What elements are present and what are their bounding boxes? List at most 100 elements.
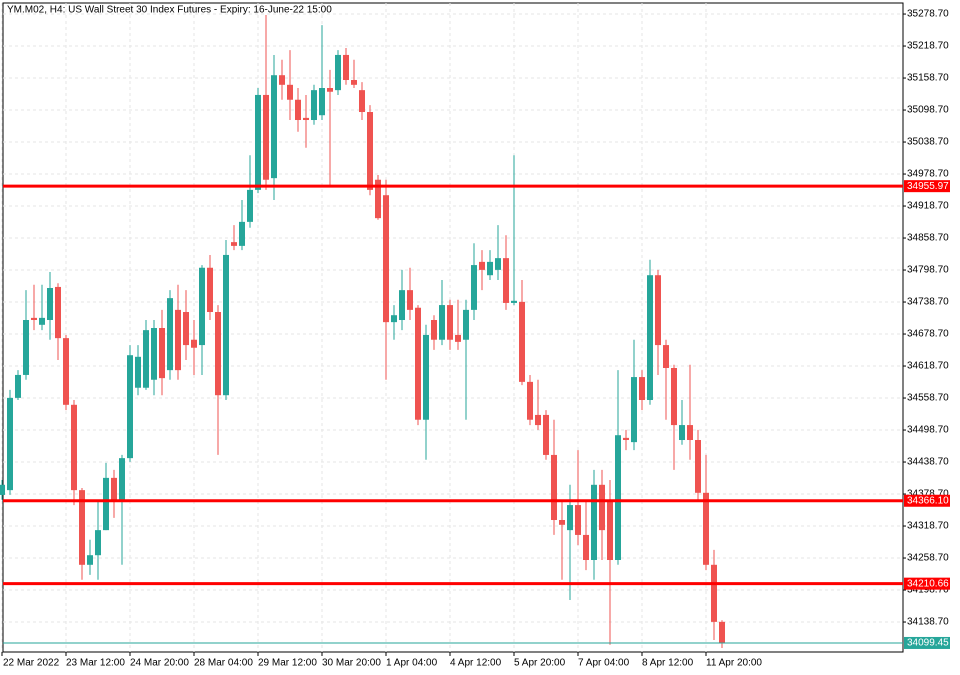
candle-body: [55, 286, 61, 339]
last-price-box: [904, 636, 950, 649]
candle-body: [655, 275, 661, 346]
candle-body: [143, 330, 149, 388]
y-tick-label: 34318.70: [907, 521, 949, 532]
y-tick-label: 34858.70: [907, 233, 949, 244]
x-tick-label: 22 Mar 2022: [3, 658, 60, 669]
candle-body: [647, 275, 653, 401]
candle-body: [415, 307, 421, 420]
candle-body: [335, 54, 341, 91]
candle-body: [15, 374, 21, 398]
candle-body: [159, 328, 165, 379]
candle-body: [687, 425, 693, 441]
candle-body: [495, 258, 501, 270]
candle-body: [383, 195, 389, 323]
candle-body: [623, 437, 629, 441]
candle-body: [303, 117, 309, 121]
candle-body: [599, 484, 605, 531]
candle-body: [663, 345, 669, 369]
candle-body: [543, 414, 549, 455]
y-tick-label: 34498.70: [907, 425, 949, 436]
candle-body: [671, 368, 677, 426]
candle-body: [535, 414, 541, 426]
candle-body: [215, 312, 221, 396]
chart-title: YM.M02, H4: US Wall Street 30 Index Futu…: [7, 5, 332, 16]
candle-body: [695, 440, 701, 493]
candle-body: [39, 317, 45, 325]
candle-body: [503, 258, 509, 303]
candles: [0, 14, 725, 649]
y-tick-label: 35038.70: [907, 137, 949, 148]
level-label: 34955.97: [907, 181, 949, 192]
candle-body: [407, 290, 413, 310]
candle-body: [271, 75, 277, 179]
candle-body: [79, 490, 85, 565]
grid: 35278.70 35218.70 35158.70 35098.70 35038.70…: [1, 3, 949, 669]
y-tick-label: 35278.70: [907, 9, 949, 20]
x-tick-label: 23 Mar 12:00: [66, 658, 125, 669]
candle-body: [255, 94, 261, 190]
y-tick-label: 35218.70: [907, 41, 949, 52]
y-tick-label: 34738.70: [907, 297, 949, 308]
candle-body: [575, 505, 581, 535]
candle-body: [559, 520, 565, 525]
candle-body: [175, 309, 181, 371]
candle-body: [719, 621, 725, 643]
candle-body: [351, 80, 357, 85]
y-tick-label: 34678.70: [907, 329, 949, 340]
candle-body: [487, 261, 493, 276]
candle-body: [311, 90, 317, 121]
x-tick-label: 24 Mar 20:00: [130, 658, 189, 669]
x-tick-label: 11 Apr 20:00: [706, 658, 762, 669]
x-tick-label: 28 Mar 04:00: [194, 658, 253, 669]
candle-body: [63, 338, 69, 405]
y-tick-label: 34378.70: [907, 489, 949, 500]
level-label: 34210.66: [907, 578, 949, 589]
candle-body: [399, 290, 405, 321]
candle-body: [471, 265, 477, 310]
level-label-box: [904, 577, 950, 590]
candle-body: [359, 90, 365, 113]
candle-body: [615, 435, 621, 561]
y-tick-label: 34258.70: [907, 553, 949, 564]
candle-body: [31, 317, 37, 321]
candle-body: [591, 484, 597, 561]
y-tick-label: 34618.70: [907, 361, 949, 372]
candle-body: [7, 397, 13, 491]
level-label-box: [904, 494, 950, 507]
x-tick-label: 4 Apr 12:00: [450, 658, 502, 669]
y-tick-label: 34558.70: [907, 393, 949, 404]
level-label: 34366.10: [907, 495, 949, 506]
candle-body: [207, 267, 213, 313]
last-price-label: 34099.45: [907, 638, 949, 649]
candle-body: [711, 564, 717, 622]
candle-body: [439, 305, 445, 340]
candle-body: [607, 499, 613, 561]
candle-body: [103, 477, 109, 531]
candle-body: [375, 179, 381, 219]
candle-body: [319, 88, 325, 116]
candle-body: [327, 88, 333, 92]
y-tick-label: 34978.70: [907, 169, 949, 180]
candle-body: [47, 288, 53, 321]
x-tick-label: 5 Apr 20:00: [514, 658, 566, 669]
candle-body: [263, 94, 269, 180]
candle-body: [447, 305, 453, 340]
y-tick-label: 34918.70: [907, 201, 949, 212]
candle-body: [127, 355, 133, 459]
y-tick-label: 34798.70: [907, 265, 949, 276]
candle-body: [583, 534, 589, 561]
candle-body: [135, 356, 141, 388]
x-tick-label: 30 Mar 20:00: [322, 658, 381, 669]
candle-body: [519, 301, 525, 382]
candle-body: [247, 189, 253, 222]
candle-body: [431, 320, 437, 340]
candle-body: [191, 339, 197, 348]
x-tick-label: 8 Apr 12:00: [642, 658, 694, 669]
candle-body: [343, 54, 349, 81]
y-tick-label: 35098.70: [907, 105, 949, 116]
x-tick-label: 1 Apr 04:00: [386, 658, 438, 669]
candle-body: [279, 75, 285, 85]
candle-body: [423, 334, 429, 420]
candle-body: [703, 492, 709, 565]
